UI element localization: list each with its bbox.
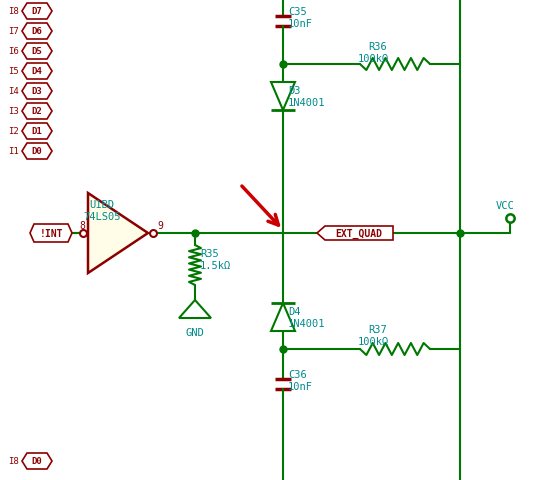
Text: EXT_QUAD: EXT_QUAD: [336, 228, 382, 239]
Text: U1BD: U1BD: [89, 200, 114, 210]
Text: 8: 8: [79, 220, 85, 230]
Text: D5: D5: [32, 48, 42, 56]
Polygon shape: [271, 303, 295, 331]
Polygon shape: [88, 193, 148, 274]
Text: 9: 9: [157, 220, 163, 230]
Text: D0: D0: [32, 456, 42, 466]
Text: C35: C35: [288, 7, 307, 17]
Text: R36: R36: [368, 42, 387, 52]
Text: I6: I6: [8, 48, 19, 56]
Text: D4: D4: [288, 306, 300, 316]
Text: I8: I8: [8, 8, 19, 16]
Text: D4: D4: [32, 67, 42, 76]
Text: I8: I8: [8, 456, 19, 466]
Text: R37: R37: [368, 324, 387, 334]
Polygon shape: [22, 44, 52, 60]
Text: D7: D7: [32, 8, 42, 16]
Text: D3: D3: [32, 87, 42, 96]
Text: C36: C36: [288, 369, 307, 379]
Text: I1: I1: [8, 147, 19, 156]
Text: 74LS05: 74LS05: [83, 212, 121, 222]
Polygon shape: [22, 24, 52, 40]
Text: !INT: !INT: [39, 228, 63, 239]
Polygon shape: [179, 300, 211, 318]
Polygon shape: [317, 227, 393, 240]
Text: GND: GND: [185, 327, 204, 337]
Polygon shape: [22, 453, 52, 469]
Text: 10nF: 10nF: [288, 19, 313, 29]
Text: 1N4001: 1N4001: [288, 98, 325, 108]
Text: I2: I2: [8, 127, 19, 136]
Text: I4: I4: [8, 87, 19, 96]
Polygon shape: [22, 144, 52, 160]
Text: 100kΩ: 100kΩ: [358, 54, 389, 64]
Polygon shape: [271, 83, 295, 111]
Polygon shape: [22, 4, 52, 20]
Polygon shape: [22, 104, 52, 120]
Text: 1.5kΩ: 1.5kΩ: [200, 261, 231, 270]
Polygon shape: [22, 124, 52, 140]
Text: D1: D1: [32, 127, 42, 136]
Text: 1N4001: 1N4001: [288, 318, 325, 328]
Text: I7: I7: [8, 27, 19, 36]
Polygon shape: [22, 64, 52, 80]
Text: R35: R35: [200, 249, 219, 258]
Text: D3: D3: [288, 86, 300, 96]
Text: D2: D2: [32, 107, 42, 116]
Polygon shape: [22, 84, 52, 100]
Polygon shape: [30, 225, 72, 242]
Text: D6: D6: [32, 27, 42, 36]
Text: 10nF: 10nF: [288, 381, 313, 391]
Text: 100kΩ: 100kΩ: [358, 336, 389, 346]
Text: I5: I5: [8, 67, 19, 76]
Text: D0: D0: [32, 147, 42, 156]
Text: VCC: VCC: [496, 201, 514, 211]
Text: I3: I3: [8, 107, 19, 116]
